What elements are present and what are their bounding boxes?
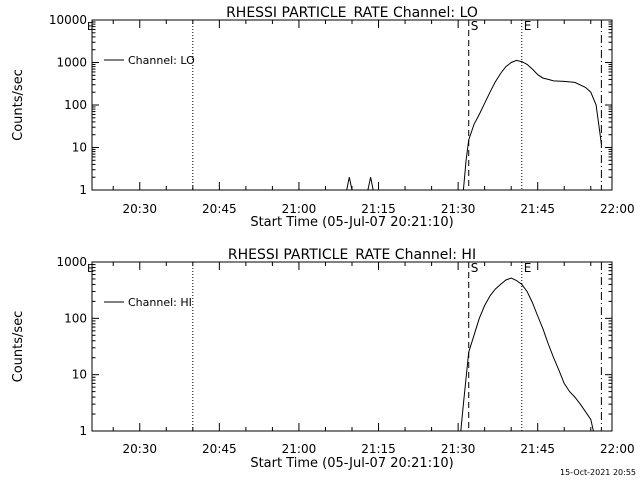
marker-label: E — [524, 261, 532, 275]
series-line — [346, 177, 374, 191]
series-line — [460, 277, 594, 432]
y-tick-label: 1 — [79, 424, 87, 438]
chart-panel-lo: RHESSI PARTICLE_RATE Channel: LO Counts/s… — [11, 5, 635, 230]
marker-label: S — [471, 19, 479, 33]
x-tick-label: 21:45 — [520, 442, 555, 456]
x-tick-label: 20:30 — [122, 202, 157, 216]
x-tick-label: 22:00 — [600, 202, 635, 216]
x-tick-label: 21:00 — [282, 442, 317, 456]
chart-title: RHESSI PARTICLE_RATE Channel: HI — [228, 247, 476, 263]
x-axis-label: Start Time (05-Jul-07 20:21:10) — [250, 456, 453, 471]
x-tick-label: 22:00 — [600, 442, 635, 456]
x-tick-label: 20:30 — [122, 442, 157, 456]
y-tick-label: 1000 — [56, 255, 87, 269]
x-axis-label: Start Time (05-Jul-07 20:21:10) — [250, 215, 453, 230]
x-tick-label: 20:45 — [202, 442, 237, 456]
corner-label: E — [87, 20, 94, 33]
x-tick-label: 21:45 — [520, 202, 555, 216]
x-tick-label: 21:30 — [441, 442, 476, 456]
series-line — [462, 59, 602, 191]
x-tick-label: 21:30 — [441, 202, 476, 216]
x-tick-label: 21:15 — [361, 442, 396, 456]
y-tick-label: 10000 — [49, 13, 87, 27]
y-axis-label: Counts/sec — [11, 69, 26, 141]
x-tick-label: 20:45 — [202, 202, 237, 216]
y-tick-label: 1 — [79, 183, 87, 197]
y-tick-label: 1000 — [56, 56, 87, 70]
plot-frame — [91, 261, 613, 432]
marker-label: E — [524, 19, 532, 33]
y-axis-label: Counts/sec — [11, 311, 26, 383]
chart-panel-hi: RHESSI PARTICLE_RATE Channel: HI Counts/s… — [11, 247, 635, 471]
x-tick-label: 21:00 — [282, 202, 317, 216]
y-tick-label: 10 — [72, 141, 87, 155]
plot-frame — [91, 19, 613, 191]
corner-label: E — [87, 262, 94, 275]
chart-title: RHESSI PARTICLE_RATE Channel: LO — [226, 5, 478, 21]
timestamp: 15-Oct-2021 20:55 — [560, 468, 636, 477]
y-tick-label: 100 — [64, 98, 87, 112]
marker-label: S — [471, 261, 479, 275]
x-tick-label: 21:15 — [361, 202, 396, 216]
legend-label: Channel: HI — [128, 296, 192, 309]
y-tick-label: 100 — [64, 311, 87, 325]
legend-label: Channel: LO — [128, 54, 195, 67]
y-tick-label: 10 — [72, 368, 87, 382]
